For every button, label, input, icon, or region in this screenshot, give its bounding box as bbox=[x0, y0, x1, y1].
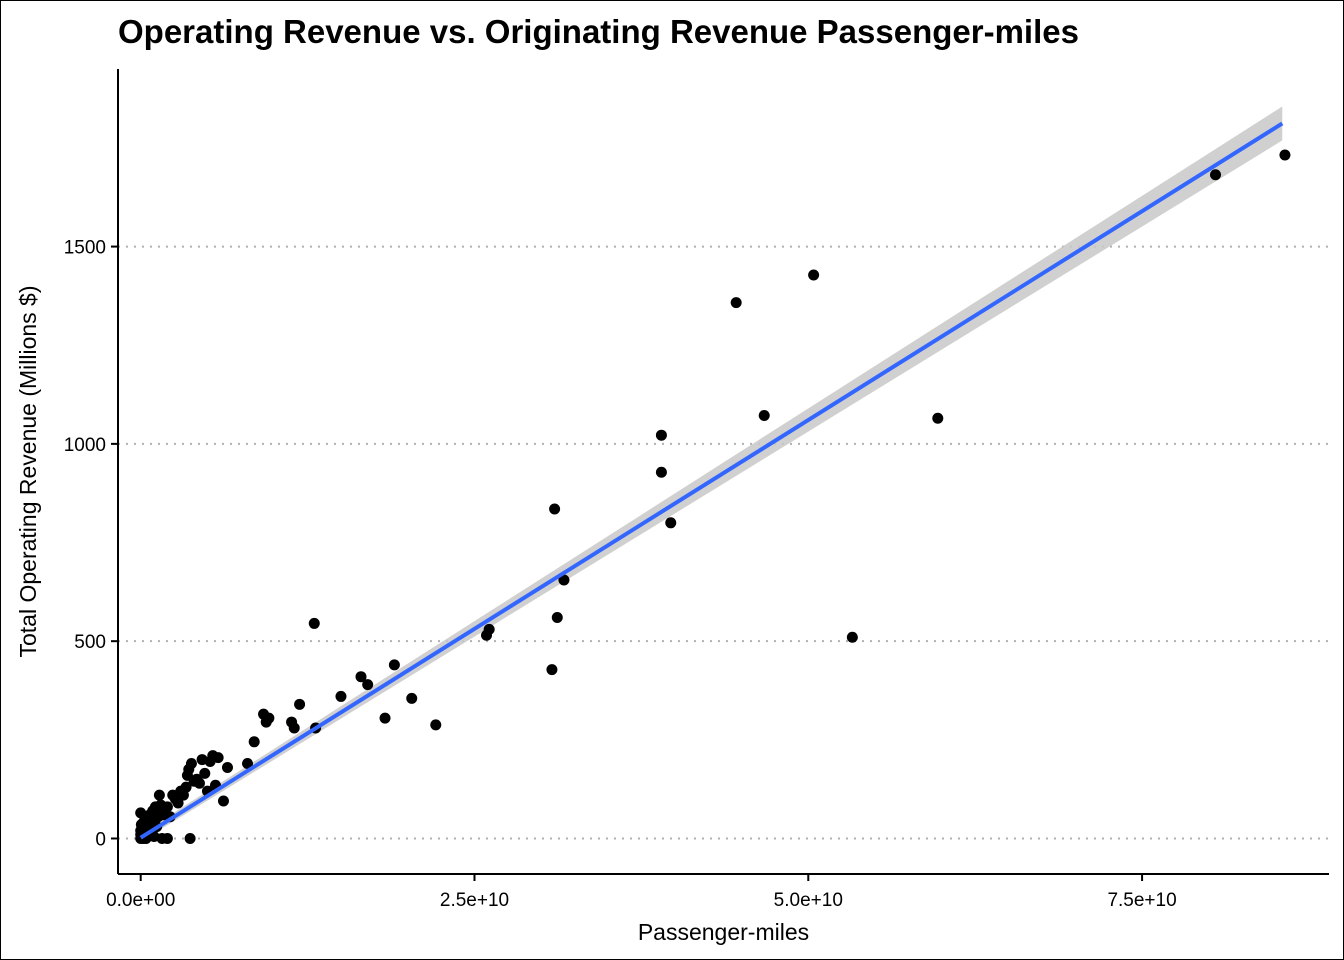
data-point-85 bbox=[730, 297, 742, 309]
data-point-69 bbox=[430, 719, 442, 731]
data-point-54 bbox=[248, 736, 260, 748]
data-point-89 bbox=[932, 412, 944, 424]
data-point-59 bbox=[288, 722, 300, 734]
gridlines bbox=[118, 245, 1329, 840]
x-tick-label-1: 2.5e+10 bbox=[440, 890, 509, 911]
y-tick-label-1: 500 bbox=[74, 632, 106, 653]
data-point-79 bbox=[549, 503, 561, 515]
data-point-53 bbox=[242, 758, 254, 770]
y-axis-ticks: 0 500 1000 1500 bbox=[64, 238, 118, 850]
regression-line bbox=[139, 121, 1284, 840]
data-point-52 bbox=[221, 761, 233, 773]
x-axis-label: Passenger-miles bbox=[638, 919, 809, 945]
data-point-62 bbox=[308, 617, 320, 629]
data-point-80 bbox=[551, 612, 563, 624]
data-point-70 bbox=[153, 789, 165, 801]
data-point-67 bbox=[388, 659, 400, 671]
data-point-91 bbox=[1279, 149, 1291, 161]
data-point-51 bbox=[217, 795, 229, 807]
y-tick-label-2: 1000 bbox=[64, 435, 106, 456]
data-point-82 bbox=[655, 429, 667, 441]
x-tick-label-2: 5.0e+10 bbox=[774, 890, 843, 911]
data-point-57 bbox=[263, 712, 275, 724]
data-point-50 bbox=[212, 752, 224, 764]
data-point-65 bbox=[362, 679, 374, 691]
data-point-84 bbox=[665, 517, 677, 529]
data-point-45 bbox=[199, 767, 211, 779]
data-point-90 bbox=[1210, 169, 1222, 181]
data-points bbox=[135, 149, 1291, 844]
data-point-34 bbox=[172, 797, 184, 809]
data-point-86 bbox=[758, 409, 770, 421]
x-axis-ticks: 0.0e+00 2.5e+10 5.0e+10 7.5e+10 bbox=[106, 874, 1177, 911]
data-point-78 bbox=[546, 664, 558, 676]
data-point-68 bbox=[406, 692, 418, 704]
data-point-83 bbox=[655, 466, 667, 478]
data-point-81 bbox=[558, 574, 570, 586]
data-point-63 bbox=[335, 690, 347, 702]
data-point-60 bbox=[294, 698, 306, 710]
data-point-43 bbox=[193, 777, 205, 789]
data-point-87 bbox=[808, 269, 820, 281]
x-tick-label-3: 7.5e+10 bbox=[1107, 890, 1176, 911]
data-point-66 bbox=[379, 712, 391, 724]
chart-title: Operating Revenue vs. Originating Revenu… bbox=[118, 13, 1079, 50]
data-point-73 bbox=[184, 832, 196, 844]
data-point-40 bbox=[185, 758, 197, 770]
data-point-64 bbox=[355, 671, 367, 683]
y-tick-label-0: 0 bbox=[95, 829, 106, 850]
data-point-77 bbox=[483, 623, 495, 635]
data-point-30 bbox=[161, 801, 173, 813]
y-axis-label: Total Operating Revenue (Millions $) bbox=[15, 285, 41, 657]
data-point-88 bbox=[846, 631, 858, 643]
y-tick-label-3: 1500 bbox=[64, 238, 106, 259]
data-point-37 bbox=[180, 781, 192, 793]
x-tick-label-0: 0.0e+00 bbox=[106, 890, 175, 911]
